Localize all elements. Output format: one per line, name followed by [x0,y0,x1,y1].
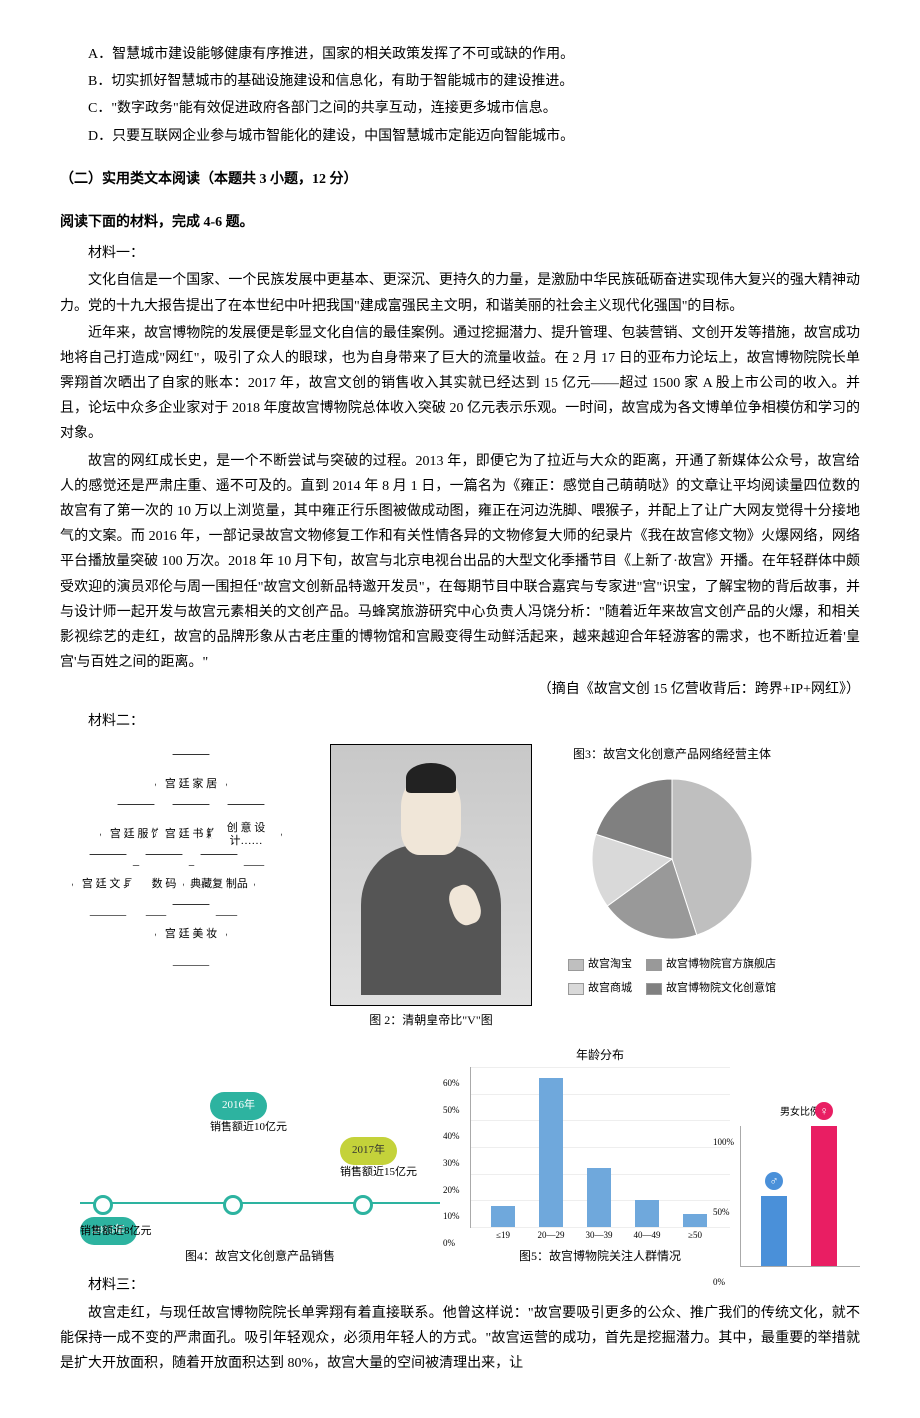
material1-label: 材料一： [60,241,860,266]
age-bar-label: ≥50 [688,1227,702,1243]
figure4-caption: 图4：故宫文化创意产品销售 [60,1246,460,1268]
age-bar [683,1214,707,1227]
pie-chart [582,769,762,949]
option-c: C．"数字政务"能有效促进政府各部门之间的共享互动，连接更多城市信息。 [60,96,860,121]
option-d: D．只要互联网企业参与城市智能化的建设，中国智慧城市定能迈向智能城市。 [60,124,860,149]
y-axis-tick: 40% [443,1128,460,1144]
figure3-title: 图3：故宫文化创意产品网络经营主体 [542,744,802,766]
y-axis-tick: 60% [443,1075,460,1091]
agebar-title: 年龄分布 [470,1045,730,1067]
material1-para2: 近年来，故宫博物院的发展便是彰显文化自信的最佳案例。通过挖掘潜力、提升管理、包装… [60,321,860,447]
timeline-year: 2016年 [210,1092,267,1120]
material1-para1: 文化自信是一个国家、一个民族发展中更基本、更深沉、更持久的力量，是激励中华民族砥… [60,268,860,318]
age-bar [491,1206,515,1227]
emperor-portrait [330,744,532,1006]
timeline-year: 2017年 [340,1137,397,1165]
timeline-dot [223,1195,243,1215]
option-a: A．智慧城市建设能够健康有序推进，国家的相关政策发挥了不可或缺的作用。 [60,42,860,67]
section-instruction: 阅读下面的材料，完成 4-6 题。 [60,210,860,235]
material1-citation: （摘自《故宫文创 15 亿营收背后：跨界+IP+网红》） [60,677,860,702]
legend-item: 故宫博物院文化创意馆 [646,979,776,999]
gender-y-tick: 100% [713,1135,734,1151]
figure5-caption: 图5：故宫博物院关注人群情况 [470,1246,730,1268]
gender-bar [761,1196,787,1266]
age-bar [635,1200,659,1227]
gender-ratio-block: 男女比例 0%50%100%♂♀ [740,1104,860,1267]
figure3-pie-block: 图3：故宫文化创意产品网络经营主体 故宫淘宝故宫博物院官方旗舰店故宫商城故宫博物… [542,744,802,999]
gender-icon: ♂ [765,1172,783,1190]
y-axis-tick: 10% [443,1208,460,1224]
gender-y-tick: 0% [713,1275,725,1291]
y-axis-tick: 30% [443,1155,460,1171]
pie-legend: 故宫淘宝故宫博物院官方旗舰店故宫商城故宫博物院文化创意馆 [542,955,802,999]
age-bar [539,1078,563,1227]
material3-para1: 故宫走红，与现任故宫博物院院长单霁翔有着直接联系。他曾这样说："故宫要吸引更多的… [60,1301,860,1377]
option-b: B．切实抓好智慧城市的基础设施建设和信息化，有助于智能城市的建设推进。 [60,69,860,94]
legend-item: 故宫博物院官方旗舰店 [646,955,776,975]
gender-bar [811,1126,837,1266]
gender-bar-chart: 0%50%100%♂♀ [740,1126,860,1267]
gender-title: 男女比例 [740,1104,860,1122]
timeline-value: 销售额近15亿元 [340,1163,417,1183]
age-bar-label: 20—29 [538,1227,565,1243]
legend-item: 故宫淘宝 [568,955,632,975]
age-bar-label: 40—49 [634,1227,661,1243]
hex-categories-diagram: 宫 廷 家 居宫 廷 服 饰宫 廷 书 籍创 意 设 计……宫 廷 文 具数 码… [60,744,320,1024]
y-axis-tick: 20% [443,1182,460,1198]
y-axis-tick: 0% [443,1235,455,1251]
figure2-caption: 图 2：清朝皇帝比"V"图 [330,1010,532,1032]
age-bar-label: ≤19 [496,1227,510,1243]
figure4-timeline-block: 2015年销售额近8亿元2016年销售额近10亿元2017年销售额近15亿元 图… [60,1062,460,1268]
legend-item: 故宫商城 [568,979,632,999]
material1-para3: 故宫的网红成长史，是一个不断尝试与突破的过程。2013 年，即便它为了拉近与大众… [60,449,860,676]
material2-figures: 宫 廷 家 居宫 廷 服 饰宫 廷 书 籍创 意 设 计……宫 廷 文 具数 码… [60,744,860,1268]
age-bar [587,1168,611,1227]
age-bar-chart: 0%10%20%30%40%50%60%≤1920—2930—3940—49≥5… [470,1067,730,1228]
figure2-portrait-block: 图 2：清朝皇帝比"V"图 [330,744,532,1032]
gender-y-tick: 50% [713,1205,730,1221]
timeline-value: 销售额近8亿元 [80,1222,152,1242]
y-axis-tick: 50% [443,1102,460,1118]
material3-label: 材料三： [60,1273,860,1298]
section-title: （二）实用类文本阅读（本题共 3 小题，12 分） [60,167,860,192]
timeline-value: 销售额近10亿元 [210,1118,287,1138]
timeline-dot [93,1195,113,1215]
sales-timeline: 2015年销售额近8亿元2016年销售额近10亿元2017年销售额近15亿元 [60,1062,460,1242]
age-bar-label: 30—39 [586,1227,613,1243]
figure5-agebar-block: 年龄分布 0%10%20%30%40%50%60%≤1920—2930—3940… [470,1041,730,1267]
material2-label: 材料二： [60,709,860,734]
timeline-dot [353,1195,373,1215]
